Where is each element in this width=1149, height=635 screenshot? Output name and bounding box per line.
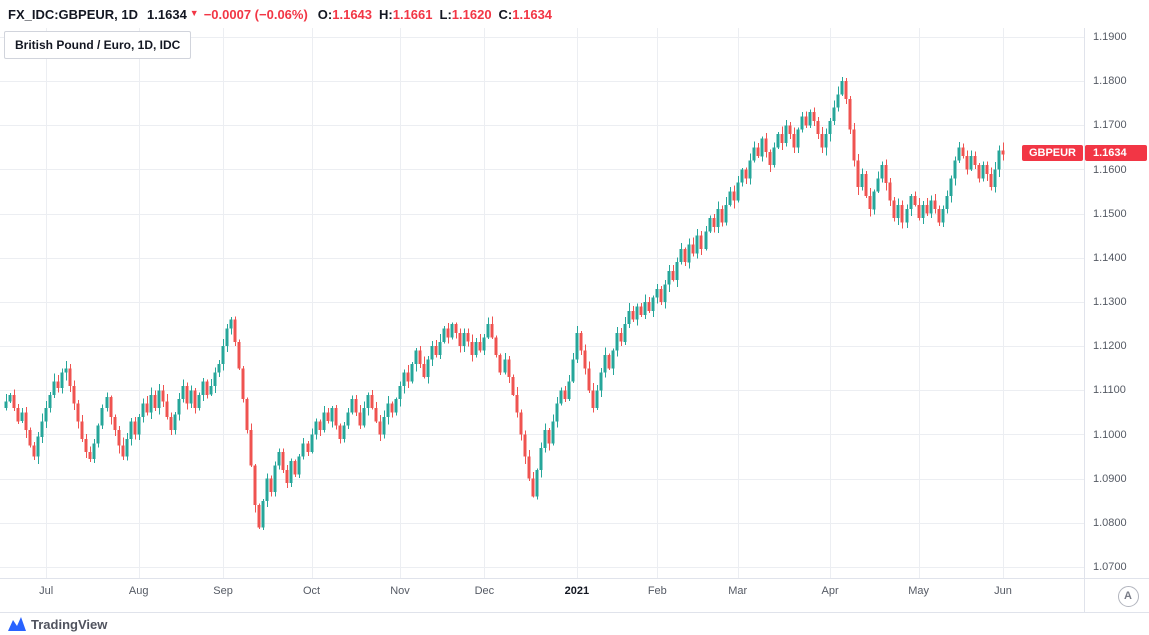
x-axis-label: 2021 bbox=[564, 585, 590, 597]
open-label: O: bbox=[317, 6, 333, 22]
x-axis-label: Aug bbox=[128, 585, 149, 597]
high-value: 1.1661 bbox=[392, 6, 433, 22]
down-arrow-icon: ▼ bbox=[189, 8, 199, 18]
chart-legend[interactable]: British Pound / Euro, 1D, IDC bbox=[4, 31, 192, 59]
y-axis-label: 1.0700 bbox=[1093, 561, 1127, 573]
symbol-title: FX_IDC:GBPEUR, 1D bbox=[8, 6, 139, 22]
ohlc-values: O:1.1643 H:1.1661 L:1.1620 C:1.1634 bbox=[318, 7, 559, 22]
x-axis-label: Sep bbox=[213, 585, 233, 597]
y-axis-label: 1.0900 bbox=[1093, 472, 1127, 485]
y-axis-label: 1.1400 bbox=[1093, 251, 1127, 264]
price-label-value: 1.1634 bbox=[1085, 145, 1147, 161]
y-axis-label: 1.1600 bbox=[1093, 163, 1127, 176]
x-axis-label: Nov bbox=[390, 585, 410, 597]
time-scale[interactable]: Jul Aug Sep Oct Nov Dec 2021 Feb Mar Apr May Jun bbox=[0, 578, 1085, 613]
open-value: 1.1643 bbox=[332, 6, 373, 22]
last-price-label: GBPEUR 1.1634 bbox=[1021, 145, 1147, 161]
attribution-bar: TradingView bbox=[0, 612, 1149, 635]
x-axis-label: Mar bbox=[728, 585, 748, 597]
y-axis-label: 1.0800 bbox=[1093, 516, 1127, 529]
y-axis-label: 1.1700 bbox=[1093, 119, 1127, 132]
x-axis-label: Dec bbox=[474, 585, 495, 597]
tradingview-brand[interactable]: TradingView bbox=[31, 616, 108, 632]
y-axis-label: 1.1900 bbox=[1093, 31, 1127, 43]
x-axis-label: Jul bbox=[39, 585, 54, 597]
y-axis-label: 1.1000 bbox=[1093, 428, 1127, 441]
close-label: C: bbox=[498, 6, 513, 22]
auto-scale-button[interactable]: A bbox=[1117, 585, 1139, 607]
x-axis-label: Jun bbox=[994, 585, 1012, 597]
x-axis-label: Feb bbox=[647, 585, 667, 597]
y-axis-label: 1.1800 bbox=[1093, 75, 1127, 88]
candlestick-chart-plot[interactable]: British Pound / Euro, 1D, IDC bbox=[0, 28, 1085, 578]
y-axis-label: 1.1500 bbox=[1093, 207, 1127, 220]
price-scale[interactable]: 1.1900 1.1800 1.1700 1.1600 1.1500 1.1400 1.13… bbox=[1084, 28, 1149, 578]
quote-bar: FX_IDC:GBPEUR, 1D 1.1634 ▼ −0.0007 (−0.0… bbox=[0, 0, 1149, 28]
price-label-symbol: GBPEUR bbox=[1021, 145, 1083, 161]
x-axis-label: Apr bbox=[821, 585, 839, 597]
y-axis-label: 1.1200 bbox=[1093, 340, 1127, 353]
y-axis-label: 1.1100 bbox=[1093, 384, 1126, 397]
low-label: L: bbox=[439, 6, 452, 22]
price-change: −0.0007 (−0.06%) bbox=[203, 6, 308, 22]
x-axis-label: Oct bbox=[302, 585, 321, 597]
low-value: 1.1620 bbox=[451, 6, 492, 22]
high-label: H: bbox=[379, 6, 393, 22]
tradingview-logo-icon[interactable] bbox=[8, 617, 26, 631]
last-price: 1.1634 bbox=[147, 6, 187, 22]
x-axis-label: May bbox=[908, 585, 929, 597]
close-value: 1.1634 bbox=[512, 6, 553, 22]
y-axis-label: 1.1300 bbox=[1093, 296, 1127, 308]
scale-corner: A bbox=[1084, 578, 1149, 613]
